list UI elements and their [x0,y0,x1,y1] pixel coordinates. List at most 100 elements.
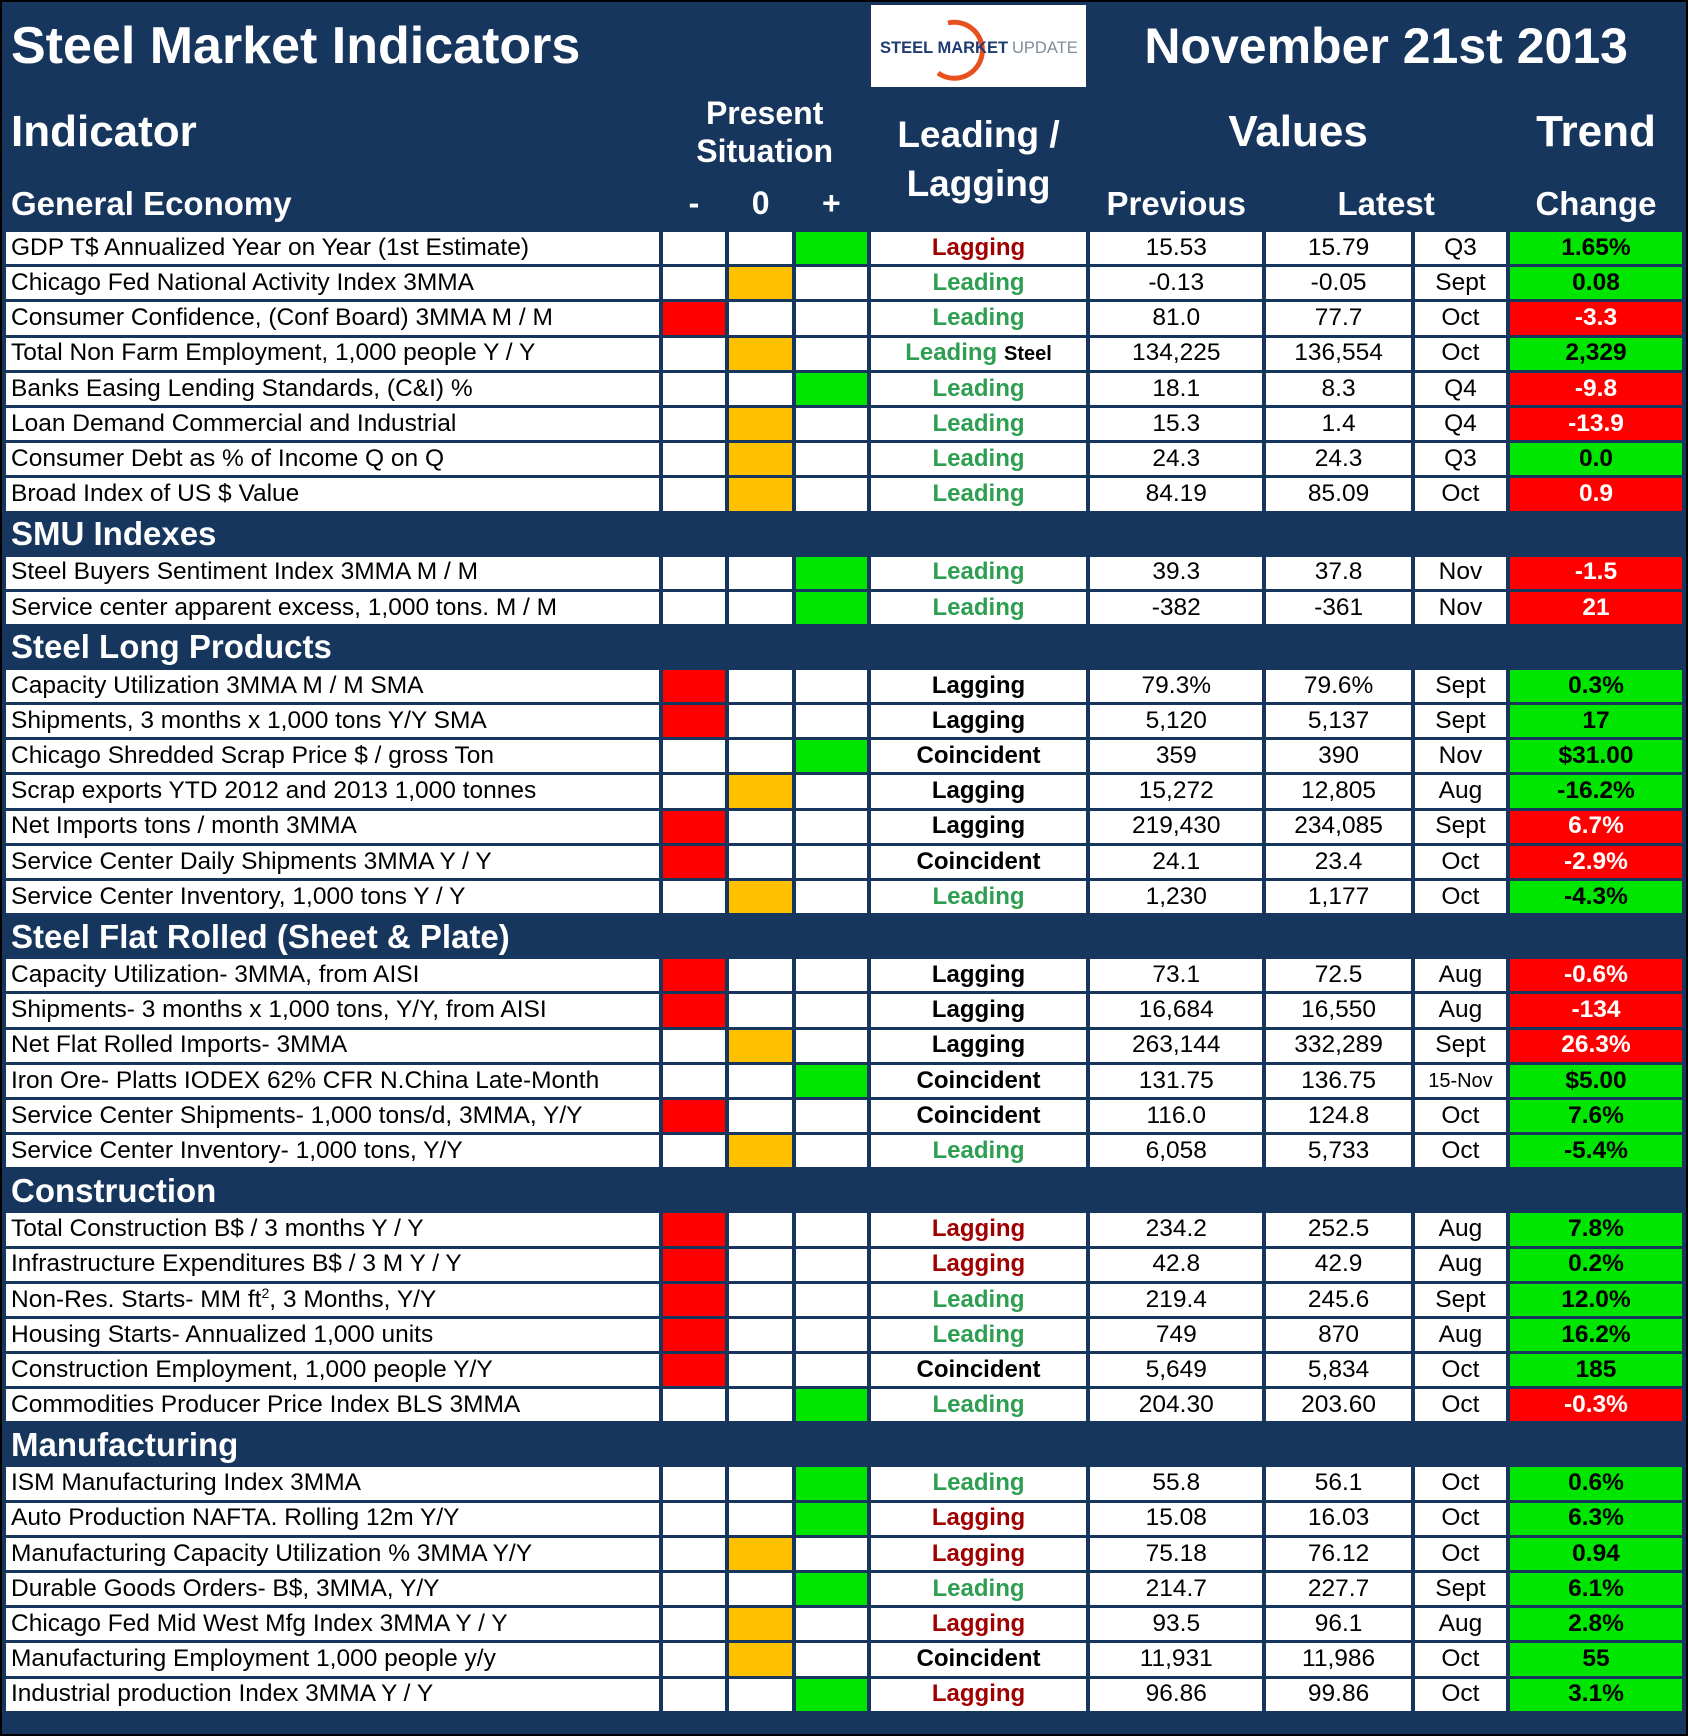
indicator-name: Steel Buyers Sentiment Index 3MMA M / M [11,558,479,586]
logo-swoosh [936,19,985,81]
indicator-row: Service Center Daily Shipments 3MMA Y / … [6,845,1682,878]
situation-header: 0 [751,185,770,221]
indicator-cell: Durable Goods Orders- B$, 3MMA, Y/Y [6,1573,659,1606]
situation-cell [795,810,867,843]
previous-value: 96.86 [1090,1678,1263,1711]
trend-change: 7.8% [1509,1213,1682,1246]
indicator-name: Service Center Inventory- 1,000 tons, Y/… [11,1136,463,1164]
previous-value: 16,684 [1090,994,1263,1027]
indicator-header: Indicator [11,107,197,156]
indicator-cell: Infrastructure Expenditures B$ / 3 M Y /… [6,1248,659,1281]
situation-cell [729,591,792,624]
indicator-cell: Manufacturing Capacity Utilization % 3MM… [6,1537,659,1570]
period: Aug [1414,1248,1506,1281]
lead-cell: Lagging [870,1608,1087,1641]
period: Oct [1414,1467,1506,1500]
indicator-cell: GDP T$ Annualized Year on Year (1st Esti… [6,232,659,265]
latest-value: 203.60 [1266,1389,1411,1422]
leading-lagging-header: Leading / Lagging [897,114,1060,204]
section-title: Construction [11,1171,217,1209]
section-row: Steel Long Products [6,627,1682,667]
latest-value: 76.12 [1266,1537,1411,1570]
lead-cell: Leading [870,1283,1087,1316]
logo: STEEL MARKET UPDATE [870,5,1087,87]
trend-change: $31.00 [1509,740,1682,773]
trend-header: Trend [1536,107,1656,156]
lead-cell: Lagging [870,1502,1087,1535]
indicator-cell: Commodities Producer Price Index BLS 3MM… [6,1389,659,1422]
indicator-row: Scrap exports YTD 2012 and 2013 1,000 to… [6,775,1682,808]
situation-cell [729,556,792,589]
lead-lag: Lagging [931,671,1026,699]
section-title: Steel Flat Rolled (Sheet & Plate) [11,917,510,955]
situation-cell [662,1537,726,1570]
present-situation-header: Present Situation [696,94,834,169]
situation-cell [795,1318,867,1352]
trend-change: 185 [1509,1354,1682,1387]
indicator-name: Service Center Shipments- 1,000 tons/d, … [11,1101,583,1129]
indicator-name: Iron Ore- Platts IODEX 62% CFR N.China L… [11,1066,600,1094]
period: Oct [1414,1678,1506,1711]
trend-change: 0.2% [1509,1248,1682,1281]
situation-cell [662,556,726,589]
previous-value: 263,144 [1090,1029,1263,1062]
indicator-row: Steel Buyers Sentiment Index 3MMA M / M L… [6,556,1682,589]
indicator-cell: Consumer Debt as % of Income Q on Q [6,443,659,476]
previous-value: 84.19 [1090,478,1263,511]
latest-value: 5,834 [1266,1354,1411,1387]
trend-change: 0.3% [1509,669,1682,703]
indicator-name: Chicago Shredded Scrap Price $ / gross T… [11,742,495,770]
period: Oct [1414,1135,1506,1168]
latest-value: 16,550 [1266,994,1411,1027]
situation-cell [662,1099,726,1133]
lead-lag: Lagging [931,1504,1026,1532]
situation-cell [795,1502,867,1535]
latest-value: 8.3 [1266,372,1411,405]
situation-cell [795,591,867,624]
lead-lag: Lagging [931,1680,1026,1708]
trend-change: 17 [1509,705,1682,738]
situation-cell [729,232,792,265]
latest-value: 79.6% [1266,669,1411,703]
latest-value: 124.8 [1266,1099,1411,1133]
indicator-name: GDP T$ Annualized Year on Year (1st Esti… [11,233,530,261]
latest-value: 23.4 [1266,845,1411,878]
lead-cell: Leading [870,407,1087,441]
lead-note: Steel [1004,343,1052,366]
lead-cell: Coincident [870,1643,1087,1676]
latest-value: 56.1 [1266,1467,1411,1500]
situation-cell [662,1318,726,1352]
situation-cell [729,1135,792,1168]
lead-cell: Coincident [870,740,1087,773]
previous-value: 219.4 [1090,1283,1263,1316]
period: Sept [1414,810,1506,843]
previous-value: 134,225 [1090,337,1263,370]
indicator-row: Chicago Fed Mid West Mfg Index 3MMA Y / … [6,1608,1682,1641]
indicator-name: Manufacturing Employment 1,000 people y/… [11,1645,496,1673]
indicator-row: Banks Easing Lending Standards, (C&I) % L… [6,372,1682,405]
situation-cell [795,1354,867,1387]
indicator-row: Manufacturing Capacity Utilization % 3MM… [6,1537,1682,1570]
indicator-name: Loan Demand Commercial and Industrial [11,409,457,437]
situation-cell [729,994,792,1027]
situation-cell [795,775,867,808]
indicator-row: Industrial production Index 3MMA Y / Y La… [6,1678,1682,1711]
trend-change: 12.0% [1509,1283,1682,1316]
lead-lag: Coincident [916,1355,1041,1383]
title: Steel Market Indicators [11,17,581,75]
situation-header: - [688,185,700,221]
latest-value: 5,733 [1266,1135,1411,1168]
situation-cell [662,740,726,773]
period: Sept [1414,267,1506,300]
trend-change: -3.3 [1509,302,1682,335]
period: Nov [1414,556,1506,589]
period: Sept [1414,705,1506,738]
lead-cell: Leading [870,443,1087,476]
indicator-row: Capacity Utilization 3MMA M / M SMA Laggi… [6,669,1682,703]
previous-value: 15.3 [1090,407,1263,441]
indicator-name: Net Flat Rolled Imports- 3MMA [11,1031,348,1059]
situation-cell [729,1248,792,1281]
trend-change: 0.9 [1509,478,1682,511]
lead-lag: Leading [932,1285,1025,1313]
situation-cell [795,1573,867,1606]
